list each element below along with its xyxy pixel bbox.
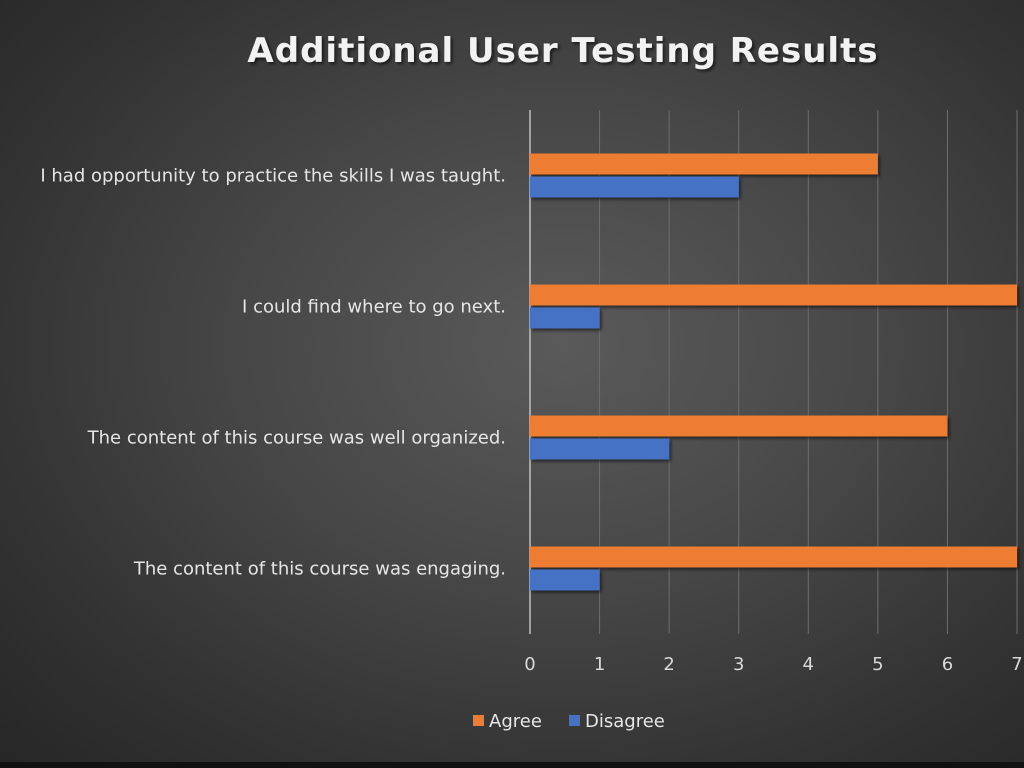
legend-swatch-agree — [473, 715, 484, 726]
category-label: The content of this course was engaging. — [133, 559, 506, 580]
bar-disagree-4 — [530, 569, 600, 591]
bar-disagree-2 — [530, 307, 600, 329]
category-label: I had opportunity to practice the skills… — [40, 166, 506, 187]
x-tick-label: 1 — [594, 654, 605, 675]
x-tick-label: 3 — [733, 654, 744, 675]
x-tick-label: 6 — [942, 654, 953, 675]
chart-title: Additional User Testing Results — [247, 31, 878, 71]
legend: Agree Disagree — [473, 711, 665, 732]
bars — [530, 153, 1017, 591]
legend-label-agree: Agree — [489, 711, 542, 732]
x-tick-label: 5 — [872, 654, 883, 675]
bar-agree-3 — [530, 415, 948, 437]
bottom-edge — [0, 762, 1024, 768]
bar-agree-1 — [530, 153, 878, 175]
legend-swatch-disagree — [569, 715, 580, 726]
x-tick-label: 7 — [1011, 654, 1022, 675]
bar-agree-4 — [530, 546, 1017, 568]
x-axis-tick-labels: 0 1 2 3 4 5 6 7 — [524, 654, 1022, 675]
category-label: I could find where to go next. — [242, 297, 506, 318]
x-tick-label: 0 — [524, 654, 535, 675]
bar-disagree-1 — [530, 176, 739, 198]
legend-label-disagree: Disagree — [585, 711, 665, 732]
x-tick-label: 4 — [803, 654, 814, 675]
bar-disagree-3 — [530, 438, 670, 460]
category-labels: I had opportunity to practice the skills… — [40, 166, 506, 580]
x-tick-label: 2 — [663, 654, 674, 675]
category-label: The content of this course was well orga… — [87, 428, 506, 449]
bar-agree-2 — [530, 284, 1017, 306]
